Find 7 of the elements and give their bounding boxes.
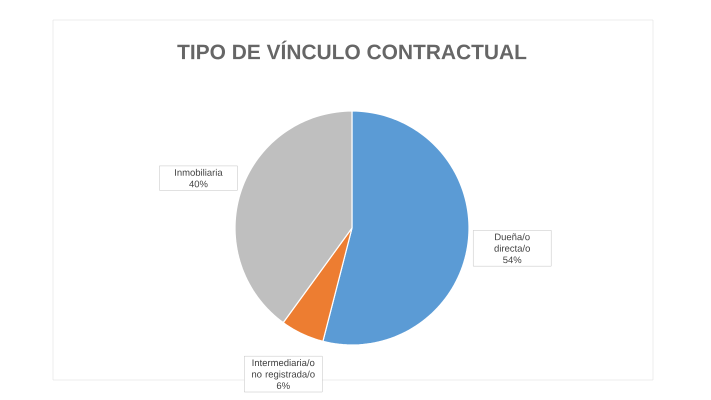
data-label: 40% [189,180,208,188]
slice-label: Intermediaria/o no registrada/o [252,359,315,380]
chart-title: TIPO DE VÍNCULO CONTRACTUAL [177,40,526,60]
slice-label: Dueña/o directa/o [494,233,530,252]
data-label: 54% [503,256,522,264]
data-label: 6% [276,382,290,390]
slice-label: Inmobiliaria [175,168,223,176]
